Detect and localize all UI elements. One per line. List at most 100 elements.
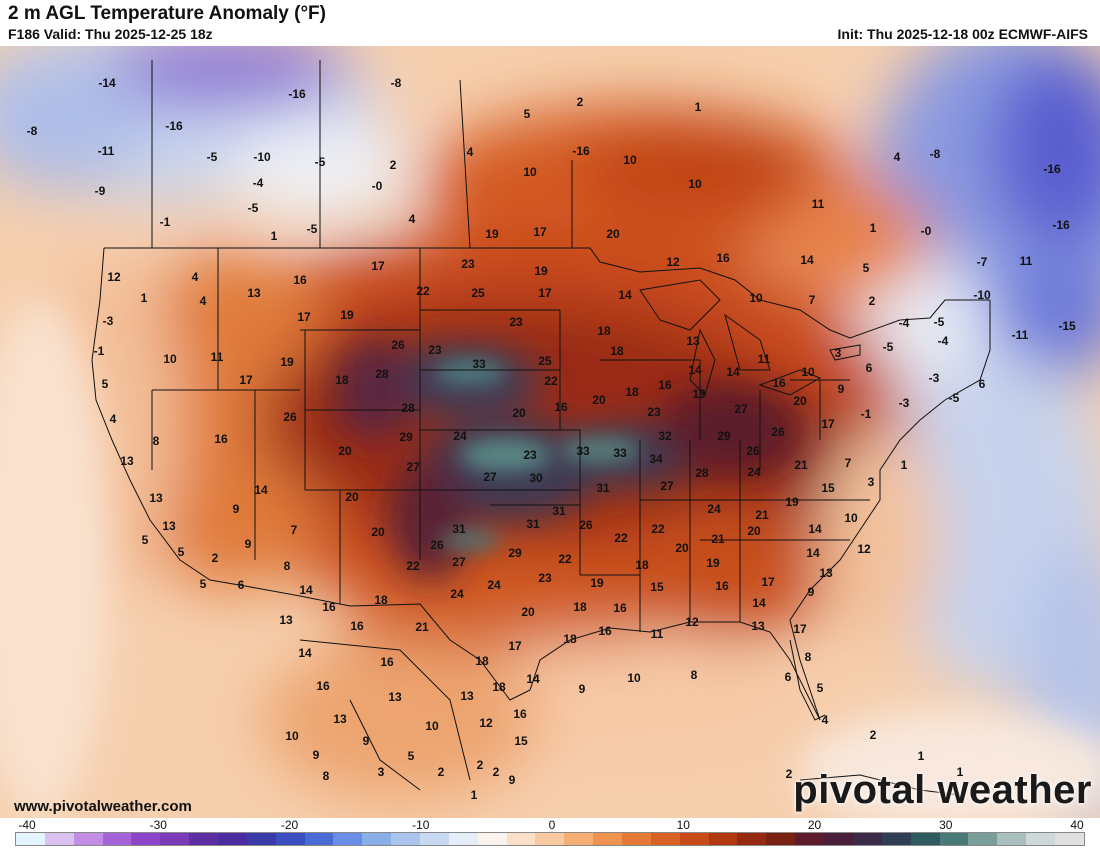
anomaly-value-label: 18: [335, 373, 349, 387]
anomaly-value-label: 20: [521, 605, 535, 619]
temperature-anomaly-map[interactable]: -14 -8 2 -16 -8 -16 5 1 -11 -5 -10 -5 2 4 -16 10 4 -8 -16-…: [0, 46, 1100, 818]
legend-swatch: [131, 833, 161, 845]
anomaly-value-label: 9: [579, 682, 586, 696]
anomaly-value-label: 22: [544, 374, 558, 388]
anomaly-value-label: 19: [785, 495, 799, 509]
anomaly-value-label: 5: [863, 261, 870, 275]
anomaly-value-label: -4: [938, 334, 949, 348]
anomaly-value-label: 28: [375, 367, 389, 381]
anomaly-value-label: 20: [747, 524, 761, 538]
anomaly-value-label: -10: [253, 150, 271, 164]
anomaly-value-label: 4: [409, 212, 416, 226]
anomaly-value-label: 18: [573, 600, 587, 614]
anomaly-value-label: 9: [245, 537, 252, 551]
anomaly-value-label: 10: [749, 291, 763, 305]
legend-swatch: [766, 833, 796, 845]
anomaly-value-label: 10: [688, 177, 702, 191]
anomaly-value-label: 9: [363, 734, 370, 748]
brand-watermark: pivotal weather: [793, 768, 1092, 812]
anomaly-value-label: 3: [868, 475, 875, 489]
anomaly-value-label: -5: [949, 391, 960, 405]
legend-swatch: [73, 833, 103, 845]
anomaly-value-label: 3: [378, 765, 385, 779]
legend-swatch: [564, 833, 594, 845]
anomaly-value-label: 10: [627, 671, 641, 685]
anomaly-value-label: 5: [524, 107, 531, 121]
anomaly-value-label: 33: [613, 446, 627, 460]
anomaly-value-label: 20: [606, 227, 620, 241]
legend-swatch: [44, 833, 74, 845]
anomaly-value-label: 7: [845, 456, 852, 470]
anomaly-value-label: 5: [817, 681, 824, 695]
anomaly-value-label: 23: [461, 257, 475, 271]
anomaly-value-label: 4: [822, 713, 829, 727]
color-legend: -40 -30 -20 -10 0 10 20 30 40: [15, 818, 1085, 850]
anomaly-value-label: 29: [508, 546, 522, 560]
anomaly-value-label: 34: [649, 452, 663, 466]
legend-swatch: [362, 833, 392, 845]
anomaly-value-label: 14: [298, 646, 312, 660]
anomaly-value-label: -5: [883, 340, 894, 354]
anomaly-value-label: 26: [771, 425, 785, 439]
anomaly-value-label: 33: [576, 444, 590, 458]
anomaly-value-label: 10: [285, 729, 299, 743]
anomaly-value-label: 12: [857, 542, 871, 556]
website-label[interactable]: www.pivotalweather.com: [14, 798, 192, 815]
anomaly-value-label: -3: [899, 396, 910, 410]
anomaly-value-label: 18: [610, 344, 624, 358]
legend-swatch: [939, 833, 969, 845]
anomaly-value-label: 24: [450, 587, 464, 601]
anomaly-value-label: 8: [323, 769, 330, 783]
anomaly-value-label: 10: [425, 719, 439, 733]
anomaly-value-label: 27: [452, 555, 466, 569]
legend-swatch: [189, 833, 219, 845]
legend-swatch: [535, 833, 565, 845]
anomaly-value-label: 13: [162, 519, 176, 533]
legend-swatch: [795, 833, 825, 845]
anomaly-value-label: 33: [472, 357, 486, 371]
anomaly-value-label: 14: [806, 546, 820, 560]
anomaly-value-label: -16: [165, 119, 183, 133]
anomaly-value-label: 16: [293, 273, 307, 287]
anomaly-value-label: 16: [716, 251, 730, 265]
anomaly-value-label: 16: [598, 624, 612, 638]
anomaly-value-label: 2: [577, 95, 584, 109]
anomaly-value-label: 10: [163, 352, 177, 366]
anomaly-value-label: 9: [313, 748, 320, 762]
anomaly-value-label: -11: [1012, 328, 1029, 342]
anomaly-value-label: 25: [538, 354, 552, 368]
legend-swatch: [333, 833, 363, 845]
anomaly-value-label: -7: [977, 255, 988, 269]
anomaly-value-label: 13: [460, 689, 474, 703]
anomaly-value-label: 18: [625, 385, 639, 399]
anomaly-value-label: 18: [475, 654, 489, 668]
anomaly-value-label: 5: [178, 545, 185, 559]
anomaly-value-label: -1: [861, 407, 872, 421]
anomaly-value-label: -10: [973, 288, 991, 302]
anomaly-value-label: 6: [785, 670, 792, 684]
anomaly-value-label: 17: [371, 259, 385, 273]
anomaly-value-label: 21: [794, 458, 808, 472]
anomaly-value-label: 17: [508, 639, 522, 653]
anomaly-value-label: 1: [918, 749, 925, 763]
anomaly-value-label: 16: [658, 378, 672, 392]
anomaly-value-label: 16: [554, 400, 568, 414]
anomaly-value-label: 24: [487, 578, 501, 592]
anomaly-value-label: -11: [98, 144, 115, 158]
anomaly-value-label: 28: [401, 401, 415, 415]
anomaly-value-label: 31: [452, 522, 466, 536]
legend-swatch: [910, 833, 940, 845]
legend-swatch: [1026, 833, 1055, 845]
anomaly-value-label: 12: [666, 255, 680, 269]
legend-swatch: [593, 833, 623, 845]
anomaly-value-label: 1: [901, 458, 908, 472]
anomaly-value-label: -5: [307, 222, 318, 236]
anomaly-value-label: 26: [746, 444, 760, 458]
anomaly-value-label: 20: [338, 444, 352, 458]
anomaly-value-label: 4: [894, 150, 901, 164]
anomaly-value-label: 20: [512, 406, 526, 420]
anomaly-value-label: 2: [493, 765, 500, 779]
anomaly-value-label: 13: [388, 690, 402, 704]
anomaly-value-label: -15: [1058, 319, 1076, 333]
anomaly-value-label: 14: [752, 596, 766, 610]
